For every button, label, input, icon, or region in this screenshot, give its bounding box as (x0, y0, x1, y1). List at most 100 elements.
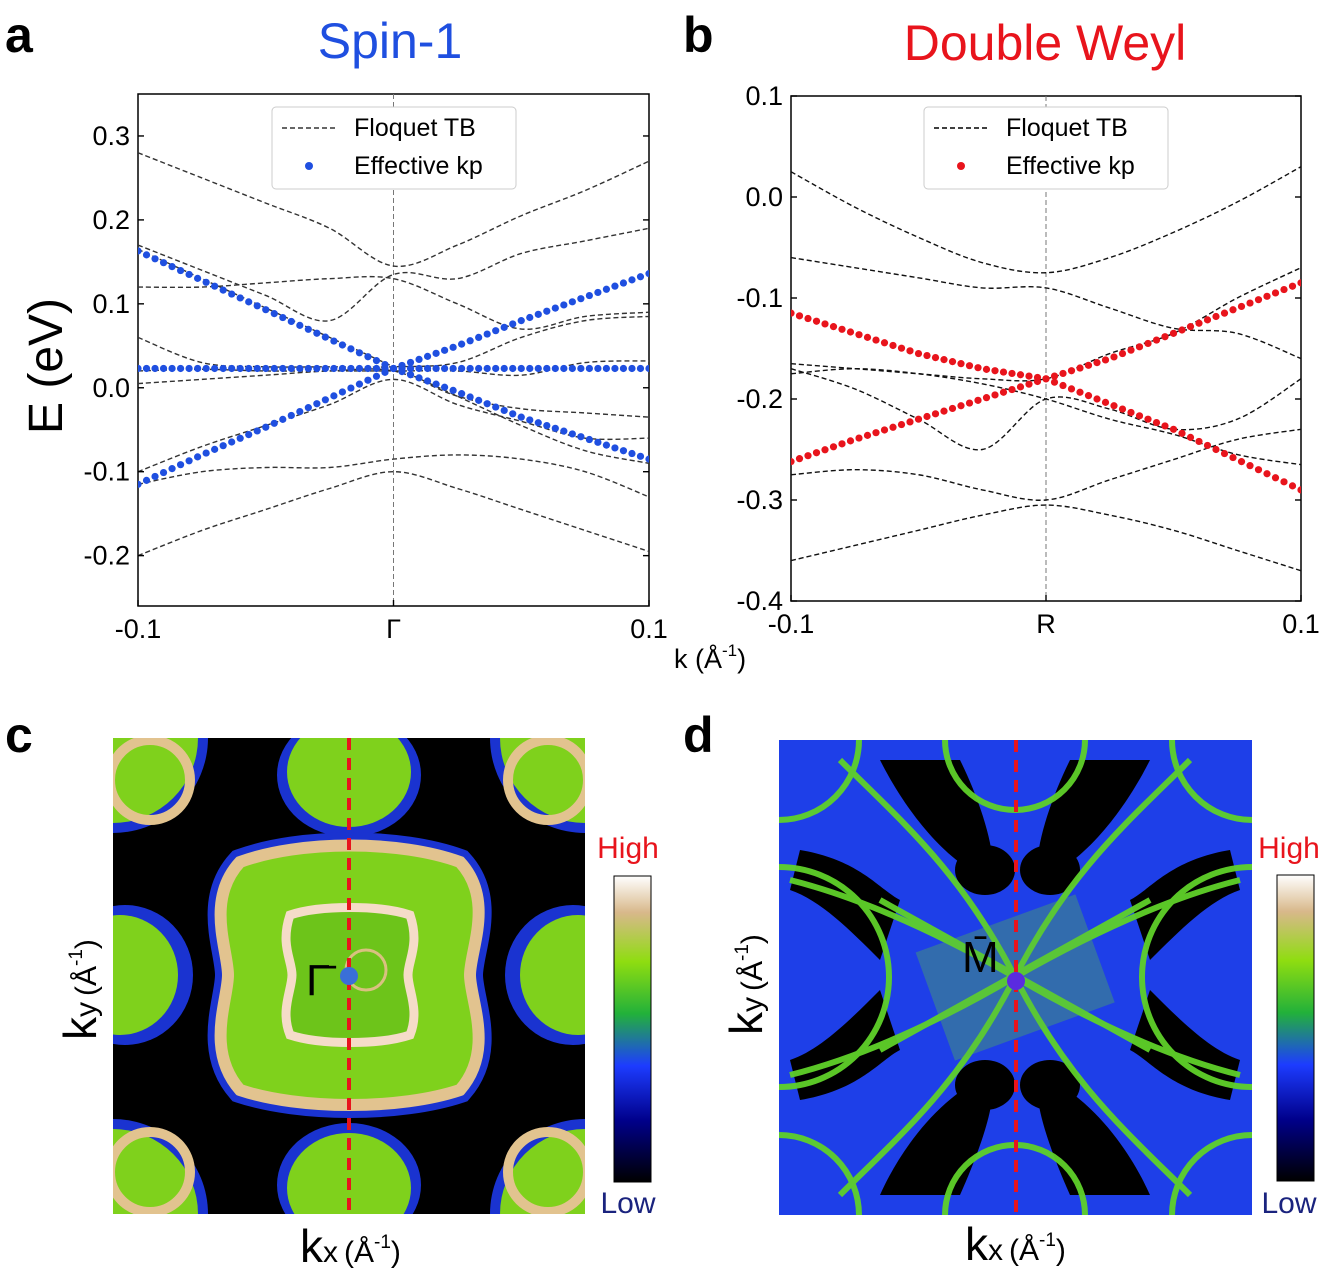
panel-a-kp-point (628, 449, 636, 458)
panel-a-kp-point (500, 364, 508, 373)
panel-a-kp-point (159, 259, 168, 267)
panel-a-kp-point (500, 323, 508, 331)
panel-a-kp-point (483, 400, 491, 408)
c-colorbar (613, 875, 652, 1183)
legend-b-kp-dot (957, 162, 965, 170)
panel-b-kp-point (1144, 339, 1152, 348)
panel-a-kp-point (475, 333, 483, 342)
panel-a-kp-point (330, 392, 338, 400)
panel-a-kp-point (406, 371, 415, 379)
panel-a-kp-point (338, 388, 346, 396)
panel-a-kp-point (602, 285, 611, 293)
panel-a-kp-point (304, 325, 312, 333)
panel-b-kp-point (1118, 405, 1127, 413)
panel-b-kp-point (1135, 412, 1144, 420)
panel-a-kp-point (585, 364, 593, 373)
panel-a-kp-point (526, 416, 534, 424)
panel-a-kp-point (142, 364, 151, 373)
panel-b-kp-point (1101, 356, 1110, 364)
panel-a-kp-point (245, 298, 253, 306)
panel-b-tb-band-3 (791, 267, 1301, 382)
panel-a-kp-point (415, 364, 423, 373)
panel-a-kp-point (594, 438, 602, 446)
panel-a-kp-point (560, 427, 568, 435)
panel-a-kp-point (279, 364, 287, 373)
panel-b-kp-point (1050, 372, 1059, 380)
panel-a-kp-point (458, 390, 466, 398)
panel-a-kp-point (253, 364, 261, 373)
panel-b-kp-point (948, 358, 957, 366)
panel-a-tb-band-9 (138, 454, 649, 498)
panel-a-kp-point (458, 364, 466, 373)
panel-a-tb-band-8 (138, 378, 649, 473)
panel-a-kp-point (279, 415, 287, 423)
panel-a-kp-point (168, 364, 176, 373)
panel-a-kp-point (534, 364, 542, 373)
panel-b-kp-point (897, 344, 906, 352)
panel-a-kp-point (509, 320, 517, 328)
panel-a-kp-point (202, 364, 210, 373)
c-x-axis-label: kx (Å-1) (300, 1220, 401, 1272)
panel-a-kp-point (321, 333, 329, 341)
d-eye-bl (955, 1060, 1015, 1110)
panel-a-ytick-label: -0.1 (83, 457, 130, 487)
panel-a-kp-point (475, 396, 483, 404)
panel-a-kp-point (287, 411, 295, 420)
legend-a-kp-label: Effective kp (354, 152, 483, 180)
panel-a-kp-point (500, 406, 508, 415)
panel-b-kp-point (974, 364, 982, 372)
panel-a-kp-point (415, 355, 423, 364)
panel-a-kp-point (364, 376, 372, 384)
panel-a-kp-point (602, 441, 611, 449)
panel-b-kp-point (1246, 299, 1254, 307)
panel-b-kp-point (923, 412, 931, 421)
panel-a-kp-point (568, 430, 576, 438)
c-y-axis-label: ky(Å-1) (54, 939, 106, 1040)
panel-b-kp-point (1203, 316, 1212, 324)
panel-a-kp-point (458, 340, 466, 348)
panel-b-xtick-label: 0.1 (1282, 609, 1320, 639)
panel-b-kp-point (1152, 418, 1161, 427)
panel-b-kp-point (1127, 346, 1135, 354)
panel-a-kp-point (483, 364, 491, 373)
panel-a-kp-point (151, 255, 159, 263)
panel-a-ytick-label: 0.0 (92, 373, 130, 403)
panel-b-kp-point (1271, 474, 1280, 482)
title-double-weyl: Double Weyl (904, 15, 1187, 71)
panel-a-kp-point (475, 364, 483, 373)
d-eye-tl (955, 845, 1015, 895)
panel-b-kp-point (1212, 445, 1220, 454)
panel-b-kp-point (1263, 470, 1271, 478)
legend-b-tb-label: Floquet TB (1006, 114, 1128, 142)
panel-a-kp-point (202, 278, 210, 286)
panel-b-kp-point (1076, 364, 1084, 372)
panel-b-kp-point (1220, 449, 1229, 458)
panel-b-kp-point (863, 431, 872, 439)
panel-b-ytick-label: 0.0 (745, 182, 783, 212)
panel-b-kp-point (1271, 289, 1280, 297)
panel-b-kp-point (1169, 329, 1178, 337)
panel-b-tb-band-7 (791, 504, 1301, 572)
panel-b-kp-point (1178, 429, 1186, 437)
panel-b-xtick-label: -0.1 (768, 609, 815, 639)
panel-a-kp-point (585, 291, 593, 300)
panel-b-kp-point (1110, 402, 1118, 410)
panel-a-kp-point (151, 472, 159, 481)
panel-b-kp-point (965, 362, 974, 370)
d-pocket-4 (1130, 990, 1240, 1100)
panel-b-kp-point (999, 388, 1008, 396)
panel-a-kp-point (168, 465, 176, 473)
panel-b-kp-point (1288, 482, 1297, 490)
panel-a-kp-point (449, 343, 457, 351)
panel-a-kp-point (423, 364, 432, 373)
panel-b-kp-point (1067, 385, 1076, 393)
panel-b-kp-point (1059, 369, 1067, 378)
c-corner-br (500, 1129, 585, 1214)
panel-b-kp-point (1084, 392, 1093, 400)
panel-b-tb-band-5 (791, 367, 1301, 466)
panel-b-kp-point (1093, 395, 1101, 403)
panel-b-ytick-label: 0.1 (745, 81, 783, 111)
panel-a-kp-point (449, 386, 457, 395)
panel-a-kp-point (236, 434, 244, 442)
panel-a-kp-point (509, 410, 517, 418)
